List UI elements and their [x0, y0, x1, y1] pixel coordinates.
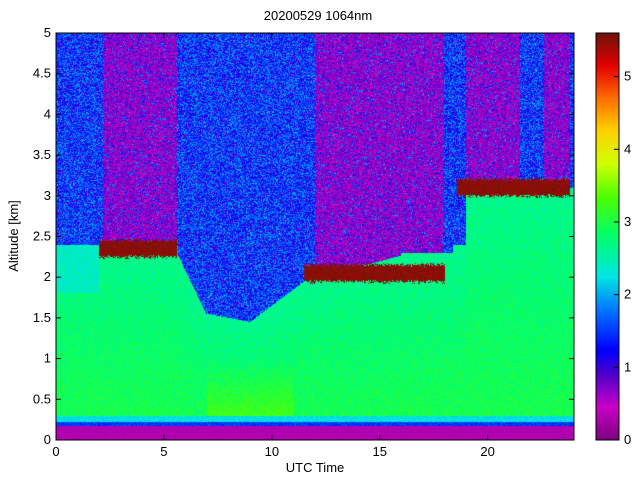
colorbar-tick-label: 2 — [624, 287, 631, 302]
colorbar-gradient — [596, 33, 619, 440]
colorbar-ticks: 0 1 2 3 4 5 — [614, 69, 631, 447]
x-tick-label: 15 — [373, 444, 387, 459]
y-tick-label: 4.5 — [33, 66, 51, 81]
x-axis: 0 5 10 15 20 — [52, 33, 495, 459]
colorbar: 0 1 2 3 4 5 — [595, 32, 631, 447]
colorbar-tick-label: 4 — [624, 141, 631, 156]
colorbar-tick-label: 5 — [624, 69, 631, 84]
y-tick-label: 1.5 — [33, 310, 51, 325]
y-tick-label: 1 — [44, 351, 51, 366]
chart-title: 20200529 1064nm — [264, 8, 372, 23]
colorbar-frame — [595, 32, 620, 441]
x-tick-label: 0 — [52, 444, 59, 459]
y-tick-label: 5 — [44, 25, 51, 40]
x-tick-label: 10 — [265, 444, 279, 459]
y-tick-label: 3.5 — [33, 147, 51, 162]
x-axis-label: UTC Time — [286, 460, 345, 475]
x-tick-label: 5 — [160, 444, 167, 459]
colorbar-tick-label: 1 — [624, 359, 631, 374]
x-tick-label: 20 — [480, 444, 494, 459]
y-tick-label: 0.5 — [33, 391, 51, 406]
colorbar-tick-label: 3 — [624, 214, 631, 229]
y-tick-label: 4 — [44, 106, 51, 121]
heatmap — [56, 33, 574, 440]
colorbar-tick-label: 0 — [624, 432, 631, 447]
y-axis-label: Altitude [km] — [6, 200, 21, 272]
plot-area — [55, 32, 575, 441]
y-tick-label: 0 — [44, 432, 51, 447]
y-tick-label: 2.5 — [33, 229, 51, 244]
y-tick-label: 3 — [44, 188, 51, 203]
y-tick-label: 2 — [44, 269, 51, 284]
y-axis: 0 0.5 1 1.5 2 2.5 3 3.5 4 4.5 5 — [33, 25, 574, 447]
